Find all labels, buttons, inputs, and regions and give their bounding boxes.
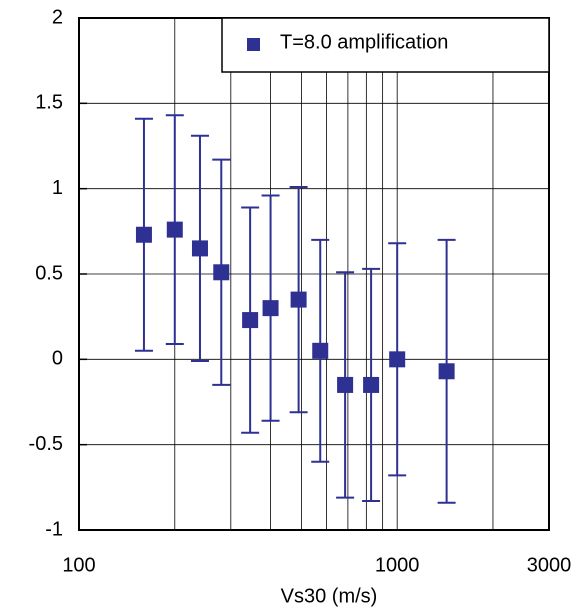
legend-marker <box>247 38 260 51</box>
y-tick-label: 1 <box>52 177 63 199</box>
y-tick-label: -1 <box>45 518 63 540</box>
x-tick-label: 3000 <box>527 554 572 576</box>
y-tick-label: 0 <box>52 348 63 370</box>
marker <box>262 300 279 317</box>
y-tick-label: 1.5 <box>35 92 63 114</box>
marker <box>438 363 455 380</box>
marker <box>135 226 152 243</box>
x-tick-label: 100 <box>62 554 95 576</box>
marker <box>337 376 354 393</box>
marker <box>290 291 307 308</box>
marker <box>242 312 259 329</box>
marker <box>166 221 183 238</box>
legend-label: T=8.0 amplification <box>280 31 448 53</box>
x-tick-label: 1000 <box>375 554 420 576</box>
x-axis-title: Vs30 (m/s) <box>281 585 378 607</box>
legend-box <box>221 17 550 73</box>
y-tick-label: 0.5 <box>35 262 63 284</box>
marker <box>363 376 380 393</box>
marker <box>312 342 329 359</box>
marker <box>191 240 208 257</box>
y-tick-label: -0.5 <box>29 433 63 455</box>
marker <box>389 351 406 368</box>
marker <box>213 264 230 281</box>
y-tick-label: 2 <box>52 6 63 28</box>
